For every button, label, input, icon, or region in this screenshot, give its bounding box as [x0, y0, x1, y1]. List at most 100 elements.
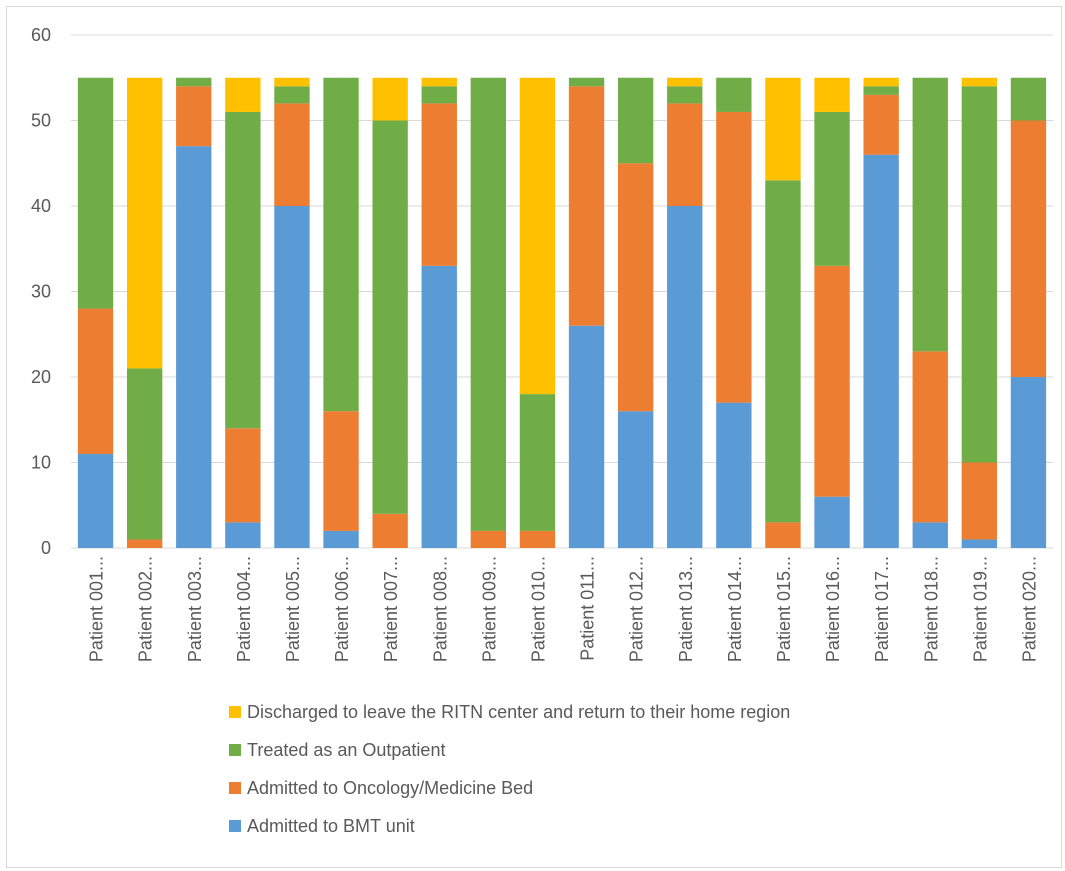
bar-segment-2: [1010, 120, 1047, 377]
bar-segment-1: [176, 146, 212, 548]
legend-label: Admitted to Oncology/Medicine Bed: [247, 778, 533, 798]
bar-segment-2: [470, 530, 507, 548]
legend-swatch: [229, 782, 241, 794]
bar-segment-3: [323, 77, 359, 412]
legend-swatch: [229, 744, 241, 756]
legend-label: Admitted to BMT unit: [247, 816, 415, 836]
bar-segment-3: [765, 180, 801, 523]
x-tick-label: Patient 012...: [627, 556, 647, 662]
bar-segment-1: [323, 530, 359, 548]
legend-label: Discharged to leave the RITN center and …: [247, 702, 790, 722]
bar-segment-4: [667, 77, 703, 87]
y-tick-label: 50: [31, 111, 51, 131]
bar-segment-2: [519, 530, 556, 548]
bar-segment-1: [568, 325, 605, 548]
bar-segment-2: [176, 86, 212, 147]
bar-segment-2: [421, 103, 457, 266]
bar-segment-4: [126, 77, 163, 369]
bar-segment-1: [716, 402, 752, 548]
bar-segment-4: [372, 77, 408, 121]
bar-segment-1: [274, 206, 310, 548]
y-tick-label: 20: [31, 367, 51, 387]
x-tick-label: Patient 013...: [676, 556, 696, 662]
x-tick-label: Patient 003...: [185, 556, 205, 662]
x-tick-label: Patient 006...: [332, 556, 352, 662]
bar-segment-2: [863, 94, 899, 155]
bar-segment-2: [274, 103, 310, 206]
bar-segment-1: [961, 539, 998, 548]
chart-frame: 0 10 20 30 40 50 60 Patient 001... Patient 002.…: [6, 6, 1062, 868]
legend: Discharged to leave the RITN center and …: [229, 702, 790, 836]
x-tick-label: Patient 019...: [970, 556, 990, 662]
bar-segment-3: [176, 77, 212, 87]
bar-segment-2: [667, 103, 703, 206]
bar-segment-2: [765, 522, 801, 548]
bar-segment-3: [225, 111, 261, 429]
bar-segment-3: [912, 77, 948, 352]
y-tick-label: 40: [31, 196, 51, 216]
bar-segment-1: [667, 206, 703, 548]
bar-segment-4: [863, 77, 899, 87]
bar-segment-4: [225, 77, 261, 112]
bar-segment-1: [617, 411, 654, 548]
bar-segment-4: [765, 77, 801, 181]
y-tick-label: 10: [31, 453, 51, 473]
bar-segment-1: [814, 496, 850, 548]
bar-segment-3: [1010, 77, 1047, 121]
y-tick-label: 0: [41, 538, 51, 558]
bar-segment-3: [421, 86, 457, 104]
bar-segment-3: [961, 86, 998, 463]
legend-swatch: [229, 820, 241, 832]
bar-segment-4: [814, 77, 850, 112]
bar-segment-3: [716, 77, 752, 112]
bar-segment-3: [617, 77, 654, 164]
bar-segment-1: [225, 522, 261, 548]
x-tick-label: Patient 011...: [578, 556, 598, 661]
bar-segment-2: [617, 163, 654, 412]
bar-segment-3: [470, 77, 507, 531]
x-tick-label: Patient 018...: [921, 556, 941, 662]
x-tick-label: Patient 005...: [283, 556, 303, 662]
bar-segment-2: [77, 308, 114, 454]
bar-segment-3: [667, 86, 703, 104]
x-tick-label: Patient 001...: [87, 556, 107, 662]
x-tick-label: Patient 015...: [774, 556, 794, 662]
bar-segment-2: [568, 86, 605, 326]
y-axis-tick-labels: 0 10 20 30 40 50 60: [31, 25, 51, 558]
bar-segment-1: [421, 265, 457, 548]
gridlines: [71, 34, 1053, 549]
bar-segment-3: [814, 111, 850, 266]
y-tick-label: 60: [31, 25, 51, 45]
x-axis-tick-labels: Patient 001... Patient 002... Patient 003.…: [87, 556, 1040, 662]
x-tick-label: Patient 016...: [823, 556, 843, 662]
legend-swatch: [229, 706, 241, 718]
bar-segment-2: [716, 111, 752, 403]
x-tick-label: Patient 004...: [234, 556, 254, 662]
x-tick-label: Patient 009...: [479, 556, 499, 662]
x-tick-label: Patient 020...: [1019, 556, 1039, 662]
bar-segment-1: [1010, 377, 1047, 548]
bar-segment-4: [519, 77, 556, 395]
bar-segment-2: [225, 428, 261, 523]
bar-segment-1: [77, 453, 114, 548]
y-tick-label: 30: [31, 282, 51, 302]
bar-segment-2: [323, 411, 359, 531]
x-tick-label: Patient 014...: [725, 556, 745, 662]
bar-segment-3: [372, 120, 408, 514]
stacked-bar-chart: 0 10 20 30 40 50 60 Patient 001... Patient 002.…: [31, 25, 1053, 836]
bar-segment-2: [814, 265, 850, 497]
bars: [77, 77, 1047, 548]
bar-segment-2: [961, 462, 998, 540]
bar-segment-3: [126, 368, 163, 540]
bar-segment-4: [421, 77, 457, 87]
bar-segment-3: [568, 77, 605, 87]
bar-segment-2: [912, 351, 948, 523]
bar-segment-1: [912, 522, 948, 548]
bar-segment-1: [863, 154, 899, 548]
legend-label: Treated as an Outpatient: [247, 740, 445, 760]
bar-segment-3: [863, 86, 899, 95]
bar-segment-3: [77, 77, 114, 309]
bar-segment-2: [126, 539, 163, 548]
x-tick-label: Patient 002...: [136, 556, 156, 662]
bar-segment-4: [274, 77, 310, 87]
